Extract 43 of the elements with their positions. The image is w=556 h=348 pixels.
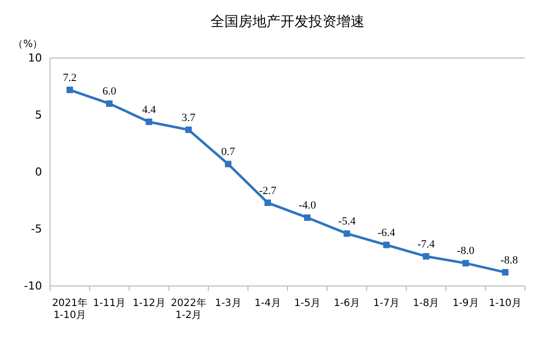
point [106, 100, 113, 107]
data-label: -6.4 [378, 226, 396, 239]
data-label: -5.4 [338, 216, 356, 228]
point [224, 160, 232, 168]
point [462, 260, 469, 266]
data-label: 6.0 [102, 86, 117, 98]
data-label: 7.2 [62, 72, 77, 84]
x-tick-label: 1-6月 [334, 298, 360, 309]
data-label: -4.0 [298, 200, 316, 212]
chart-title: 全国房地产开发投资增速 [210, 14, 364, 30]
data-label: -8.0 [456, 245, 475, 258]
point [344, 230, 350, 237]
point [383, 242, 390, 248]
data-label: -8.8 [500, 254, 518, 266]
y-tick-label: 0 [35, 166, 42, 178]
point [422, 253, 430, 260]
data-label: 0.7 [221, 146, 236, 158]
point [146, 118, 152, 126]
x-tick-label: 2022年 1-2月 [170, 297, 206, 321]
x-tick-label: 1-8月 [412, 298, 440, 309]
y-tick-label: -10 [24, 280, 42, 292]
x-tick-label: 1-9月 [452, 298, 479, 309]
data-label: 3.7 [182, 112, 196, 124]
x-tick-label: 1-5月 [294, 298, 320, 309]
point [185, 126, 192, 134]
x-tick-label: 1-4月 [254, 298, 281, 309]
point [264, 200, 271, 206]
point [502, 269, 508, 276]
x-tick-label: 1-10月 [488, 298, 522, 309]
data-label: 4.4 [142, 104, 156, 116]
data-label: -2.7 [258, 184, 277, 197]
y-axis-title: （%） [13, 39, 43, 50]
x-tick-label: 1-12月 [132, 298, 166, 309]
x-tick-label: 1-3月 [214, 298, 242, 309]
point [304, 214, 311, 221]
data-label: -7.4 [417, 238, 436, 250]
y-tick-label: -5 [31, 222, 42, 236]
x-tick-label: 2021年 1-10月 [52, 297, 88, 321]
x-tick-label: 1-11月 [93, 298, 126, 309]
y-tick-label: 10 [28, 52, 42, 64]
point [66, 86, 74, 94]
y-tick-label: 5 [35, 108, 42, 122]
x-tick-label: 1-7月 [373, 298, 400, 309]
